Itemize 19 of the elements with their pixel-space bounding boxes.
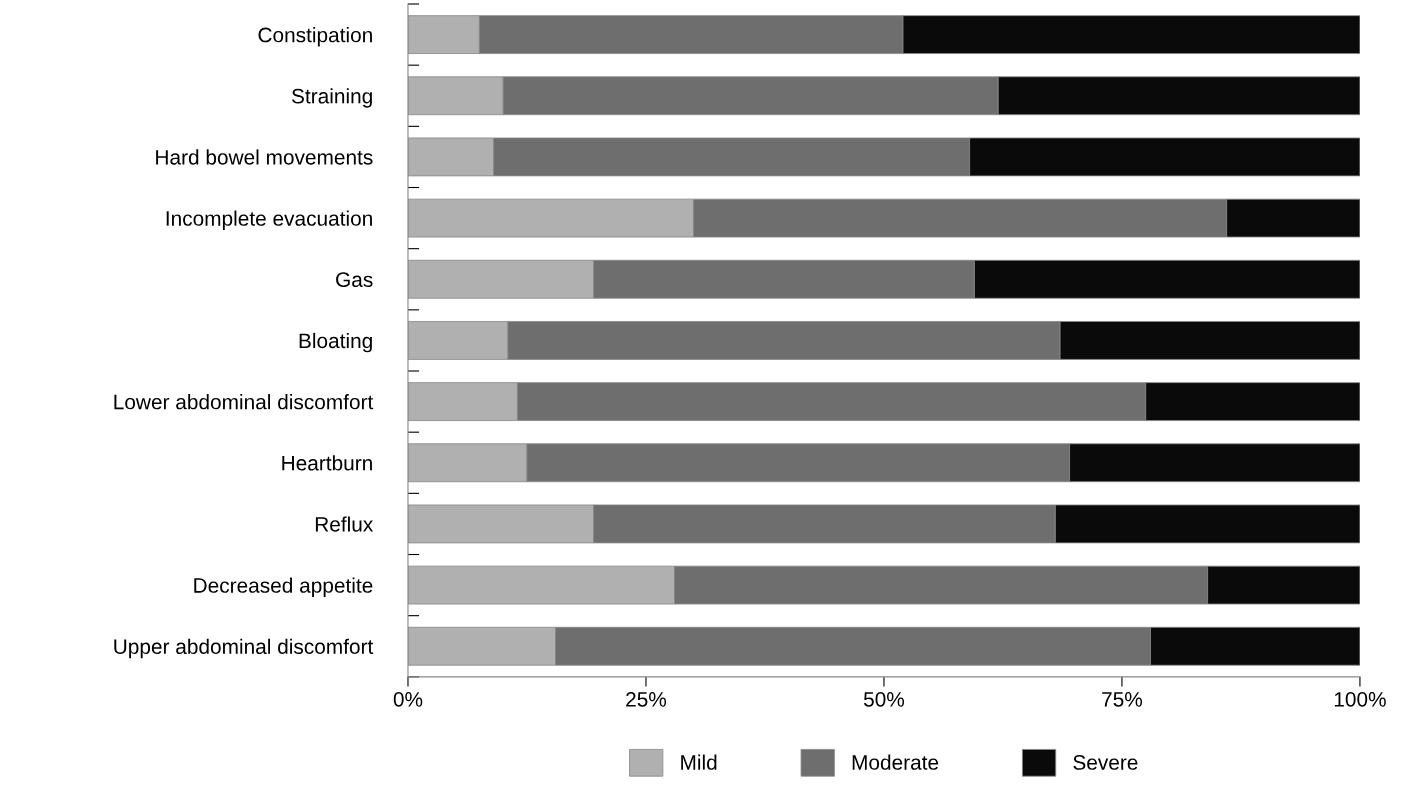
x-tick-label: 0% bbox=[393, 691, 423, 707]
x-tick-label: 100% bbox=[1334, 691, 1386, 707]
y-tick-label: Heartburn bbox=[282, 455, 372, 471]
y-tick-label: Reflux bbox=[315, 516, 374, 532]
y-tick-label: Gas bbox=[336, 272, 373, 288]
y-tick-label: Straining bbox=[291, 88, 372, 108]
y-tick-label: Constipation bbox=[258, 27, 372, 47]
y-tick-label: Upper abdominal discomfort bbox=[114, 638, 374, 659]
y-tick-label: Incomplete evacuation bbox=[166, 210, 372, 230]
y-tick-label: Decreased appetite bbox=[194, 577, 373, 597]
x-tick-label: 50% bbox=[863, 691, 905, 707]
x-tick-label: 25% bbox=[626, 691, 667, 707]
legend-label: Severe bbox=[1073, 755, 1138, 770]
y-tick-label: Lower abdominal discomfort bbox=[114, 394, 374, 410]
y-tick-label: Hard bowel movements bbox=[156, 149, 373, 165]
x-tick-label: 75% bbox=[1102, 692, 1143, 707]
y-tick-label: Bloating bbox=[299, 332, 372, 353]
legend-label: Mild bbox=[681, 754, 717, 770]
legend-label: Moderate bbox=[852, 754, 939, 770]
